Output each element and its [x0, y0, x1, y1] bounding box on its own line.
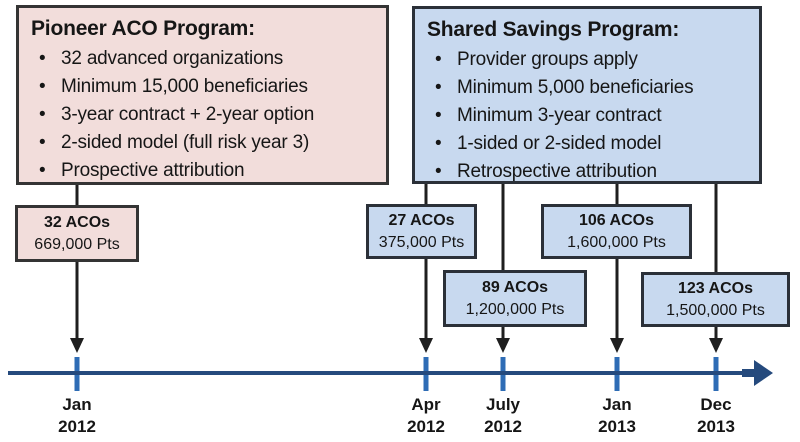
tick-label-jan2012: Jan 2012 [32, 394, 122, 438]
down-arrow-icon [610, 338, 624, 353]
tick-month: Dec [700, 395, 732, 414]
stat-pts: 1,500,000 Pts [666, 302, 765, 319]
stat-pts: 669,000 Pts [34, 236, 120, 253]
connector-arrow-july2012 [496, 184, 510, 353]
ssp-bullet: 1-sided or 2-sided model [427, 130, 747, 158]
stat-acos: 123 ACOs [678, 280, 753, 297]
connector-line [424, 184, 428, 338]
down-arrow-icon [70, 338, 84, 353]
right-arrow-icon [742, 360, 773, 386]
shared-savings-bullet-list: Provider groups apply Minimum 5,000 bene… [427, 46, 747, 186]
stat-pts: 1,600,000 Pts [567, 234, 666, 251]
down-arrow-icon [496, 338, 510, 353]
stat-acos: 32 ACOs [43, 214, 111, 231]
connector-arrow-apr2012 [419, 184, 433, 353]
pioneer-bullet: Prospective attribution [31, 157, 374, 185]
tick-year: 2013 [697, 417, 735, 436]
tick-label-jan2013: Jan 2013 [572, 394, 662, 438]
connector-arrow-dec2013 [709, 184, 723, 353]
connector-arrow-jan2013 [610, 184, 624, 353]
tick-label-july2012: July 2012 [458, 394, 548, 438]
down-arrow-icon [709, 338, 723, 353]
ssp-bullet: Provider groups apply [427, 46, 747, 74]
stat-acos: 27 ACOs [388, 212, 455, 229]
tick-month: Apr [411, 395, 441, 414]
down-arrow-icon [419, 338, 433, 353]
tick-month: July [485, 395, 521, 414]
tick-year: 2013 [598, 417, 636, 436]
stat-box-32-acos: 32 ACOs 669,000 Pts [15, 205, 139, 262]
stat-pts: 375,000 Pts [378, 234, 465, 251]
pioneer-program-title: Pioneer ACO Program: [31, 17, 255, 40]
tick-label-dec2013: Dec 2013 [671, 394, 761, 438]
shared-savings-program-title: Shared Savings Program: [427, 18, 680, 41]
tick-month: Jan [602, 395, 632, 414]
timeline-axis [8, 371, 756, 375]
pioneer-bullet: 32 advanced organizations [31, 45, 374, 73]
pioneer-bullet: 3-year contract + 2-year option [31, 101, 374, 129]
stat-box-27-acos: 27 ACOs 375,000 Pts [366, 204, 477, 259]
tick-year: 2012 [407, 417, 445, 436]
connector-line [714, 184, 718, 338]
tick-year: 2012 [484, 417, 522, 436]
ssp-bullet: Minimum 3-year contract [427, 102, 747, 130]
pioneer-bullet-list: 32 advanced organizations Minimum 15,000… [31, 45, 374, 185]
pioneer-bullet: Minimum 15,000 beneficiaries [31, 73, 374, 101]
tick-month: Jan [62, 395, 92, 414]
pioneer-program-box: Pioneer ACO Program: 32 advanced organiz… [16, 5, 389, 185]
stat-box-106-acos: 106 ACOs 1,600,000 Pts [541, 204, 692, 259]
stat-box-123-acos: 123 ACOs 1,500,000 Pts [641, 272, 790, 327]
ssp-bullet: Retrospective attribution [427, 158, 747, 186]
stat-pts: 1,200,000 Pts [465, 301, 565, 318]
stat-acos: 106 ACOs [579, 212, 654, 229]
tick-label-apr2012: Apr 2012 [381, 394, 471, 438]
shared-savings-program-box: Shared Savings Program: Provider groups … [412, 6, 762, 186]
stat-box-89-acos: 89 ACOs 1,200,000 Pts [443, 270, 587, 327]
connector-line [501, 184, 505, 338]
pioneer-bullet: 2-sided model (full risk year 3) [31, 129, 374, 157]
connector-line [615, 184, 619, 338]
ssp-bullet: Minimum 5,000 beneficiaries [427, 74, 747, 102]
tick-year: 2012 [58, 417, 96, 436]
stat-acos: 89 ACOs [481, 279, 549, 296]
